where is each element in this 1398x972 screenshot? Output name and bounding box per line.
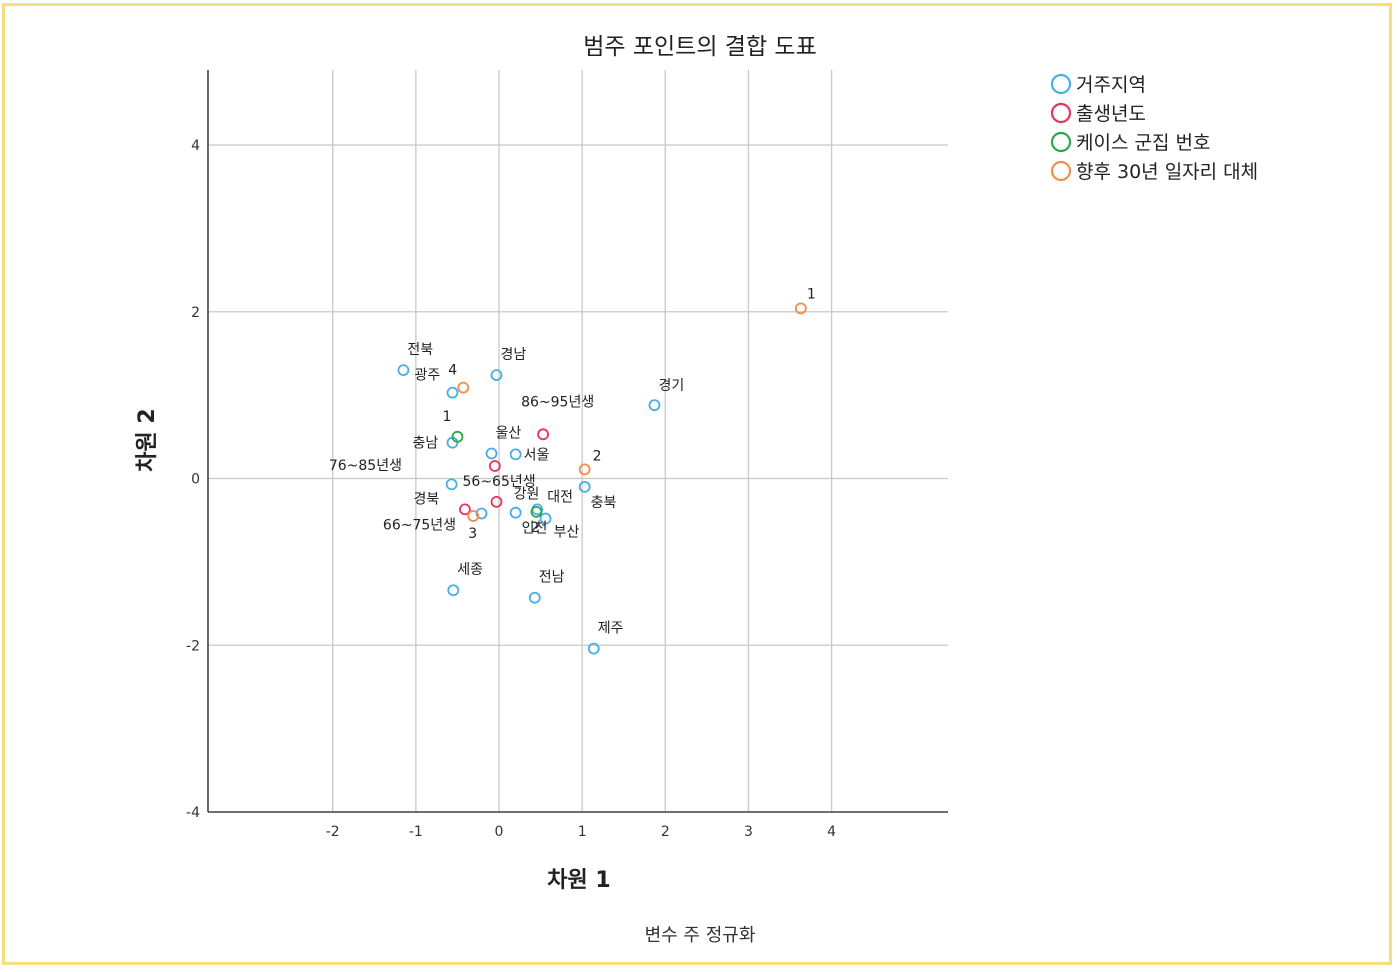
- data-point: [578, 480, 591, 493]
- data-point: [457, 381, 470, 394]
- x-tick-label: 0: [495, 824, 504, 840]
- legend-label: 출생년도: [1076, 103, 1146, 125]
- point-label: 2: [593, 448, 602, 464]
- legend-label: 케이스 군집 번호: [1076, 132, 1210, 154]
- data-point: [447, 584, 460, 597]
- y-axis-title: 차원 2: [135, 408, 160, 471]
- data-point: [490, 495, 503, 508]
- y-tick-label: 0: [191, 472, 200, 488]
- x-axis-title: 차원 1: [547, 868, 610, 893]
- point-label: 전남: [539, 570, 565, 586]
- data-point: [509, 506, 522, 519]
- data-point: [578, 463, 591, 476]
- point-label: 울산: [496, 426, 522, 442]
- data-point: [490, 369, 503, 382]
- data-point: [794, 302, 807, 315]
- point-label: 66~75년생: [383, 517, 456, 533]
- legend-marker: [1050, 73, 1072, 95]
- legend-label: 향후 30년 일자리 대체: [1076, 161, 1258, 183]
- data-point: [539, 512, 552, 525]
- y-tick-label: 2: [191, 305, 200, 321]
- point-label: 56~65년생: [463, 474, 536, 490]
- point-label: 제주: [598, 621, 624, 637]
- footer-note: 변수 주 정규화: [645, 925, 756, 946]
- data-point: [488, 460, 501, 472]
- point-label: 인천: [522, 521, 548, 537]
- legend-marker: [1050, 131, 1072, 153]
- point-label: 충북: [591, 495, 617, 511]
- data-point: [648, 399, 661, 412]
- point-label: 강원: [514, 486, 540, 502]
- data-point: [485, 447, 498, 460]
- x-tick-label: -2: [326, 824, 340, 840]
- point-label: 부산: [554, 525, 580, 541]
- ticks: -2 -1 0 1 2 3 4 -4 -2 0 2 4: [186, 138, 836, 840]
- point-label: 전북: [407, 342, 433, 358]
- data-point: [446, 386, 459, 399]
- legend-marker: [1050, 102, 1072, 124]
- data-point: [530, 505, 543, 518]
- x-tick-label: 1: [578, 824, 587, 840]
- data-point: [537, 428, 549, 441]
- data-point: [397, 364, 410, 377]
- point-label: 1: [807, 286, 816, 302]
- data-point: [467, 510, 480, 522]
- point-label: 충남: [412, 436, 438, 452]
- x-tick-label: -1: [409, 824, 423, 840]
- chart-frame: [2, 3, 1392, 965]
- point-label: 경북: [414, 492, 440, 508]
- x-tick-label: 3: [744, 824, 753, 840]
- point-label: 경남: [501, 347, 527, 363]
- x-tick-label: 4: [827, 824, 836, 840]
- point-label: 2: [530, 520, 539, 536]
- point-label: 86~95년생: [521, 394, 594, 410]
- point-label: 광주: [414, 368, 440, 384]
- point-label: 1: [442, 409, 451, 425]
- legend-marker: [1050, 160, 1072, 182]
- data-point: [475, 507, 488, 520]
- point-label: 3: [468, 526, 477, 542]
- point-label: 76~85년생: [329, 458, 402, 474]
- chart-title: 범주 포인트의 결합 도표: [583, 34, 817, 60]
- y-tick-label: -4: [186, 805, 200, 821]
- y-tick-label: 4: [191, 138, 200, 154]
- data-point: [451, 430, 464, 443]
- point-label: 대전: [547, 489, 573, 505]
- y-tick-label: -2: [186, 638, 200, 654]
- points: [397, 302, 807, 655]
- point-label: 경기: [658, 378, 684, 394]
- grid: [207, 70, 948, 813]
- legend-label: 거주지역: [1076, 74, 1146, 96]
- data-point: [445, 478, 458, 491]
- x-tick-label: 2: [661, 824, 670, 840]
- data-point: [459, 503, 471, 516]
- point-label: 4: [448, 363, 457, 379]
- data-point: [528, 591, 541, 604]
- data-point: [587, 642, 600, 655]
- point-label: 서울: [524, 447, 550, 463]
- point-label: 세종: [457, 562, 483, 578]
- data-point: [509, 448, 522, 461]
